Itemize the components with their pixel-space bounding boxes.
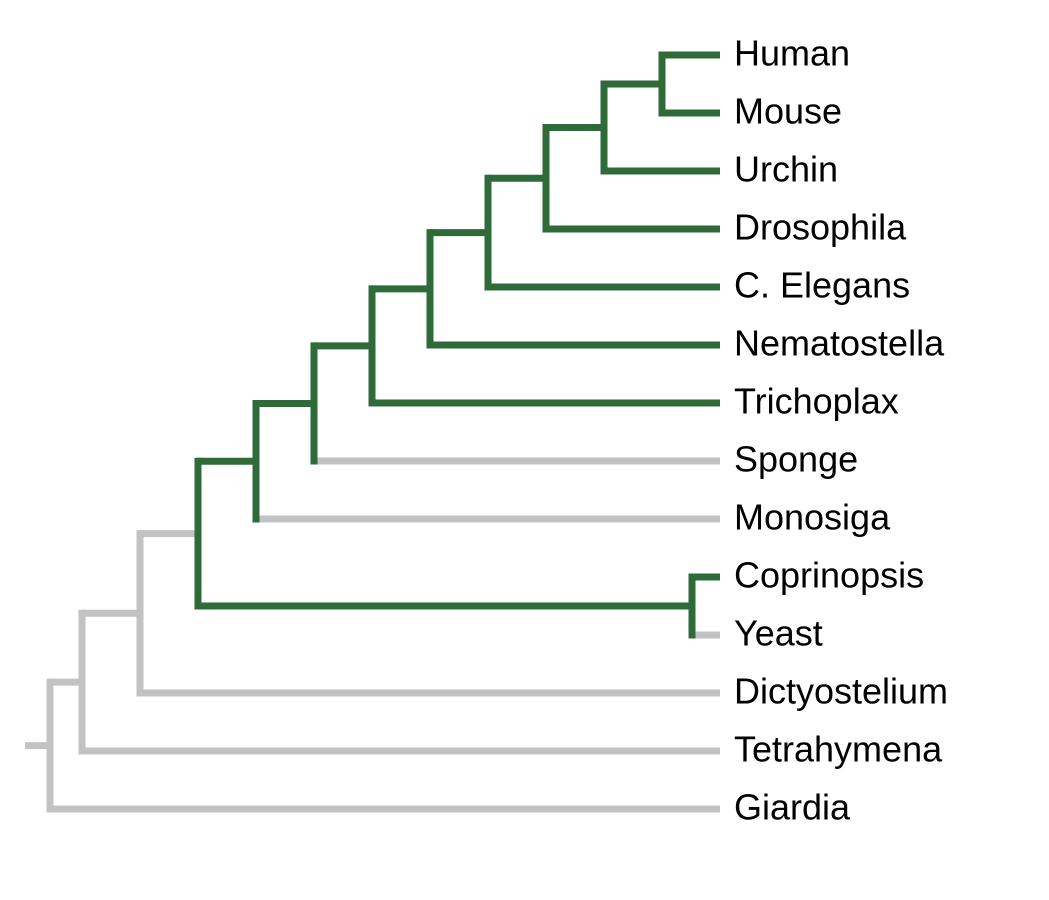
leaf-label-monosiga: Monosiga bbox=[734, 497, 891, 538]
leaf-label-nematostella: Nematostella bbox=[734, 323, 945, 364]
leaf-label-giardia: Giardia bbox=[734, 787, 851, 828]
leaf-label-tetrahymena: Tetrahymena bbox=[734, 729, 943, 770]
leaf-label-celegans: C. Elegans bbox=[734, 265, 910, 306]
phylogenetic-tree: Human Mouse Urchin Drosophila C. Elegans Nema… bbox=[0, 0, 1049, 900]
leaf-label-coprinopsis: Coprinopsis bbox=[734, 555, 924, 596]
leaf-label-human: Human bbox=[734, 33, 850, 74]
leaf-label-trichoplax: Trichoplax bbox=[734, 381, 899, 422]
tree-edges-green bbox=[198, 52, 720, 639]
leaf-label-urchin: Urchin bbox=[734, 149, 838, 190]
leaf-label-drosophila: Drosophila bbox=[734, 207, 907, 248]
leaf-label-dictyostelium: Dictyostelium bbox=[734, 671, 948, 712]
leaf-label-yeast: Yeast bbox=[734, 613, 823, 654]
leaf-label-sponge: Sponge bbox=[734, 439, 858, 480]
leaf-label-mouse: Mouse bbox=[734, 91, 842, 132]
tree-labels: Human Mouse Urchin Drosophila C. Elegans Nema… bbox=[734, 33, 948, 828]
tree-edges-gray bbox=[25, 461, 720, 813]
